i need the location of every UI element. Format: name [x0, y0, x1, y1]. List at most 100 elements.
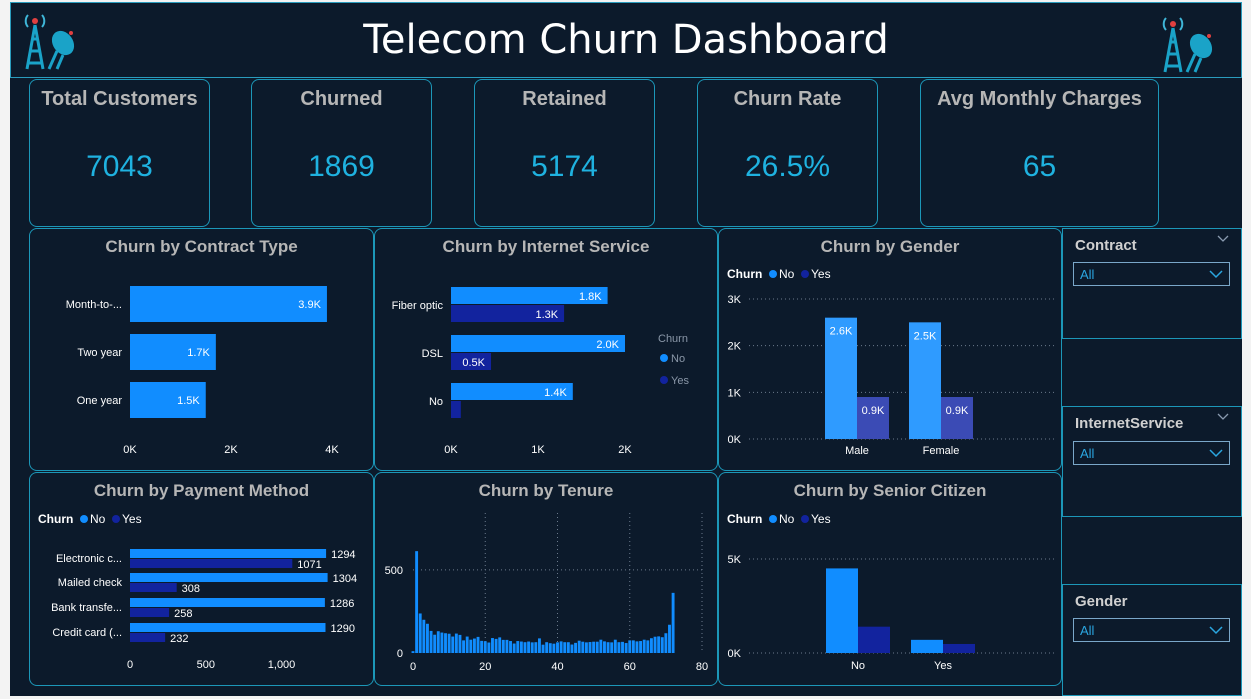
- data-label: 2.0K: [596, 339, 619, 351]
- chart-senior: Churn No Yes 0K 5K No Yes: [727, 512, 1055, 672]
- internetservice-dropdown[interactable]: All: [1073, 441, 1230, 465]
- category-label: Two year: [77, 347, 122, 359]
- bar: [668, 624, 671, 653]
- chart-tenure: 0 20 40 60 80 0 500: [385, 513, 708, 673]
- bar: [649, 638, 653, 653]
- bar-yes: [941, 397, 973, 439]
- data-label: 1290: [330, 623, 354, 635]
- bar: [566, 642, 570, 653]
- legend-title: Churn: [658, 333, 688, 345]
- bar: [469, 639, 473, 653]
- bar: [498, 637, 502, 653]
- kpi-title: Churned: [300, 88, 383, 110]
- data-label: 1294: [331, 549, 355, 561]
- y-tick-label: 500: [385, 565, 403, 577]
- chart-title: Churn by Gender: [820, 237, 960, 256]
- bar-no: [451, 383, 573, 400]
- data-label: 1.8K: [579, 291, 602, 303]
- bar: [512, 643, 516, 653]
- kpi-value: 65: [1022, 150, 1057, 183]
- x-tick-label: 0K: [444, 444, 458, 456]
- kpi-value: 7043: [86, 150, 153, 183]
- dropdown-value: All: [1080, 267, 1095, 282]
- x-tick-label: 80: [696, 661, 708, 673]
- data-label: 1286: [330, 598, 354, 610]
- chevron-down-icon[interactable]: [1217, 413, 1229, 421]
- slicer-title: InternetService: [1075, 415, 1184, 432]
- chart-title: Churn by Internet Service: [442, 237, 650, 256]
- x-tick-label: 500: [197, 659, 215, 671]
- chevron-down-icon: [1209, 270, 1223, 279]
- slicer-internetservice[interactable]: InternetService All: [1062, 406, 1242, 517]
- legend-title: Churn: [727, 512, 762, 526]
- bar: [617, 642, 621, 653]
- gender-dropdown[interactable]: All: [1073, 618, 1230, 642]
- category-label: No: [429, 396, 443, 408]
- bar: [458, 634, 462, 653]
- bar-yes: [451, 353, 492, 370]
- data-label: 232: [170, 633, 188, 645]
- bar: [581, 641, 585, 653]
- slicer-gender[interactable]: Gender All: [1062, 584, 1242, 696]
- bar-yes: [451, 305, 565, 322]
- legend-no-label: No: [671, 353, 685, 365]
- chevron-down-icon[interactable]: [1217, 235, 1229, 243]
- category-label: No: [851, 660, 865, 672]
- bar: [494, 638, 498, 653]
- legend-yes-marker: [801, 270, 809, 278]
- bar: [595, 641, 599, 653]
- bar: [639, 641, 643, 653]
- data-label: 2.6K: [830, 326, 853, 338]
- bar: [660, 637, 664, 653]
- bar: [610, 642, 614, 653]
- bar-no: [825, 317, 857, 439]
- y-tick-label: 5K: [728, 554, 742, 566]
- data-label: 1304: [333, 573, 357, 585]
- bar: [628, 640, 632, 653]
- data-label: 0.9K: [862, 405, 885, 417]
- chevron-down-icon: [1209, 626, 1223, 635]
- contract-dropdown[interactable]: All: [1073, 262, 1230, 286]
- bar-yes: [130, 583, 177, 592]
- bar: [635, 641, 639, 653]
- bar: [418, 613, 422, 653]
- bar: [433, 634, 437, 653]
- slicer-title: Gender: [1075, 593, 1128, 610]
- radio-tower-icon: [24, 14, 75, 70]
- legend-yes-marker: [801, 515, 809, 523]
- bar: [509, 641, 512, 653]
- chart-internet-panel: Churn by Internet Service 1.8K 1.3K Fiber …: [374, 228, 718, 471]
- kpi-card-avg-monthly-charges: Avg Monthly Charges 65: [920, 79, 1159, 227]
- slicer-contract[interactable]: Contract All: [1062, 228, 1242, 339]
- bar: [556, 642, 559, 653]
- chart-gender-panel: Churn by Gender Churn No Yes 0K 1K 2K 3K 2.6K 0.…: [718, 228, 1062, 471]
- bar: [451, 636, 455, 653]
- legend-no-label: No: [779, 512, 795, 526]
- bar: [454, 633, 458, 653]
- bar: [559, 641, 563, 653]
- legend-title: Churn: [727, 267, 762, 281]
- slicer-title: Contract: [1075, 237, 1137, 254]
- bar: [613, 639, 617, 653]
- bar: [570, 644, 574, 653]
- kpi-card-total-customers: Total Customers 7043: [29, 79, 210, 227]
- y-tick-label: 2K: [728, 341, 742, 353]
- bar: [530, 642, 534, 653]
- y-tick-label: 0: [397, 648, 403, 660]
- x-tick-label: 2K: [224, 444, 238, 456]
- y-tick-label: 0K: [728, 434, 742, 446]
- bar: [621, 641, 624, 653]
- legend-yes-label: Yes: [811, 512, 831, 526]
- bar: [476, 636, 480, 653]
- data-label: 1071: [297, 559, 321, 571]
- bar: [548, 643, 552, 653]
- bar-no: [130, 549, 327, 558]
- chart-title: Churn by Payment Method: [93, 481, 310, 500]
- category-label: Yes: [934, 660, 952, 672]
- legend-no-marker: [80, 515, 88, 523]
- bar: [657, 636, 661, 653]
- bar-yes: [857, 397, 889, 439]
- bar-yes: [451, 401, 461, 418]
- legend-yes-marker: [112, 515, 120, 523]
- bar: [584, 642, 588, 653]
